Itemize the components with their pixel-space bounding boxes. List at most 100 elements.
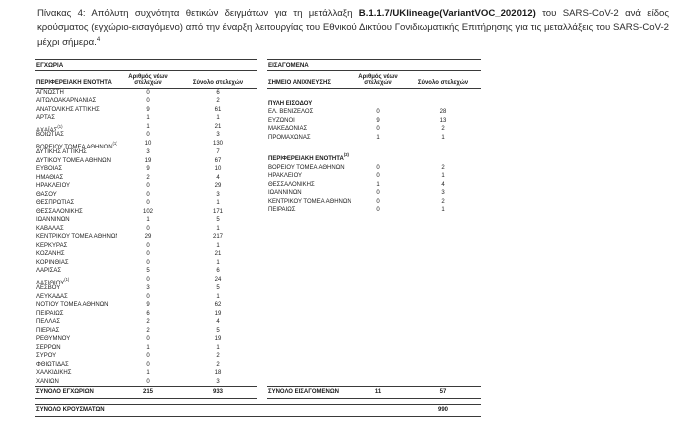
row-total-count: 21 [214, 251, 222, 258]
row-detection-point: ΙΩΑΝΝΙΝΩΝ [268, 190, 302, 197]
row-new-count: 1 [376, 181, 380, 188]
row-new-count: 9 [376, 117, 380, 124]
row-region-name: ΠΕΙΡΑΙΩΣ [36, 310, 64, 317]
row-total-count: 2 [441, 164, 445, 171]
row-total-count: 4 [216, 174, 220, 181]
imported-totals-row: ΣΥΝΟΛΟ ΕΙΣΑΓΟΜΕΝΩΝ 11 57 [267, 386, 481, 400]
row-total-count: 61 [214, 106, 222, 113]
row-new-count: 0 [146, 259, 150, 266]
row-total-count: 1 [216, 115, 220, 122]
table-row: ΣΕΡΡΩΝ 1 1 [35, 344, 257, 353]
row-region-name: ΔΥΤΙΚΗΣ ΑΤΤΙΚΗΣ [36, 149, 87, 156]
row-region-name: ΕΥΒΟΙΑΣ [36, 166, 63, 173]
row-new-count: 0 [146, 89, 150, 96]
row-region-name: ΔΥΤΙΚΟΥ ΤΟΜΕΑ ΑΘΗΝΩΝ [36, 157, 111, 164]
row-new-count: 0 [376, 109, 380, 116]
row-total-count: 3 [216, 378, 220, 385]
row-total-count: 2 [441, 126, 445, 133]
row-region-name: ΚΕΡΚΥΡΑΣ [36, 242, 68, 249]
table-row: ΙΩΑΝΝΙΝΩΝ 0 3 [267, 189, 481, 198]
row-detection-point: ΠΡΟΜΑΧΩΝΑΣ [268, 134, 311, 141]
table-row: ΒΟΙΩΤΙΑΣ 0 3 [35, 131, 257, 140]
table-row: ΒΟΡΕΙΟΥ ΤΟΜΕΑ ΑΘΗΝΩΝ(1) 10 130 [35, 140, 257, 149]
row-total-count: 4 [441, 181, 445, 188]
row-new-count: 1 [376, 134, 380, 141]
domestic-col-name: ΠΕΡΙΦΕΡΕΙΑΚΗ ΕΝΟΤΗΤΑ [36, 80, 112, 87]
table-row: ΠΡΟΜΑΧΩΝΑΣ 1 1 [267, 134, 481, 143]
row-total-count: 18 [214, 370, 222, 377]
row-new-count: 3 [146, 149, 150, 156]
row-region-name: ΑΓΝΩΣΤΗ [36, 89, 64, 96]
table-row: ΛΕΥΚΑΔΑΣ 0 1 [35, 293, 257, 302]
imported-column-header: ΣΗΜΕΙΟ ΑΝΙΧΝΕΥΣΗΣ Αριθμός νέων στελεχών … [267, 71, 481, 89]
table-row: ΕΥΖΩΝΟΙ 9 13 [267, 117, 481, 126]
table-row: ΧΑΛΚΙΔΙΚΗΣ 1 18 [35, 369, 257, 378]
row-new-count: 3 [146, 285, 150, 292]
row-total-count: 3 [216, 191, 220, 198]
row-total-count: 28 [439, 109, 447, 116]
row-new-count: 0 [146, 191, 150, 198]
table-row: ΑΝΑΤΟΛΙΚΗΣ ΑΤΤΙΚΗΣ 9 61 [35, 106, 257, 115]
grand-total-value: 990 [437, 407, 448, 414]
footnote-marker: (1) [64, 276, 70, 282]
row-total-count: 10 [214, 166, 222, 173]
row-region-name: ΑΙΤΩΛΟΑΚΑΡΝΑΝΙΑΣ [36, 98, 97, 105]
table-row: ΛΑΣΙΘΙΟΥ(1) 0 24 [35, 276, 257, 285]
row-detection-point: ΕΥΖΩΝΟΙ [268, 117, 295, 124]
table-row: ΡΕΘΥΜΝΟΥ 0 19 [35, 335, 257, 344]
row-detection-point: ΜΑΚΕΔΟΝΙΑΣ [268, 126, 308, 133]
row-new-count: 0 [146, 251, 150, 258]
row-detection-point: ΒΟΡΕΙΟΥ ΤΟΜΕΑ ΑΘΗΝΩΝ [268, 164, 345, 171]
row-total-count: 3 [441, 190, 445, 197]
row-region-name: ΚΑΒΑΛΑΣ [36, 225, 64, 232]
row-total-count: 24 [214, 276, 222, 283]
row-total-count: 2 [441, 198, 445, 205]
regional-unit-rows: ΒΟΡΕΙΟΥ ΤΟΜΕΑ ΑΘΗΝΩΝ 0 2 ΗΡΑΚΛΕΙΟΥ 0 1 Θ… [267, 164, 481, 215]
row-new-count: 1 [146, 123, 150, 130]
row-total-count: 13 [439, 117, 447, 124]
table-row: ΘΑΣΟΥ 0 3 [35, 191, 257, 200]
row-total-count: 171 [212, 208, 223, 215]
table-row: ΘΕΣΣΑΛΟΝΙΚΗΣ 102 171 [35, 208, 257, 217]
table-row: ΠΕΙΡΑΙΩΣ 0 1 [267, 206, 481, 215]
row-region-name: ΗΡΑΚΛΕΙΟΥ [36, 183, 71, 190]
row-detection-point: ΠΕΙΡΑΙΩΣ [268, 207, 296, 214]
row-new-count: 0 [146, 361, 150, 368]
row-detection-point: ΚΕΝΤΡΙΚΟΥ ΤΟΜΕΑ ΑΘΗΝΩΝ [268, 198, 351, 205]
row-total-count: 2 [216, 353, 220, 360]
row-region-name: ΡΕΘΥΜΝΟΥ [36, 336, 71, 343]
row-total-count: 1 [216, 344, 220, 351]
row-new-count: 102 [142, 208, 153, 215]
row-new-count: 1 [146, 370, 150, 377]
row-new-count: 0 [146, 98, 150, 105]
row-new-count: 0 [376, 198, 380, 205]
row-new-count: 5 [146, 268, 150, 275]
group-label-entry-point: ΠΥΛΗ ΕΙΣΟΔΟΥ [268, 100, 313, 107]
row-new-count: 9 [146, 166, 150, 173]
row-detection-point: ΕΛ. ΒΕΝΙΖΕΛΟΣ [268, 109, 314, 116]
row-total-count: 130 [212, 140, 223, 147]
row-total-count: 19 [214, 336, 222, 343]
table-row: ΛΕΣΒΟΥ 3 5 [35, 284, 257, 293]
imported-col-name: ΣΗΜΕΙΟ ΑΝΙΧΝΕΥΣΗΣ [268, 80, 331, 87]
row-total-count: 1 [441, 134, 445, 141]
domestic-totals-total: 933 [212, 389, 223, 396]
row-total-count: 21 [214, 123, 222, 130]
imported-col-total: Σύνολο στελεχών [417, 80, 469, 87]
domestic-section-title: ΕΓΧΩΡΙΑ [35, 58, 257, 71]
table-row: ΘΕΣΣΑΛΟΝΙΚΗΣ 1 4 [267, 181, 481, 190]
domestic-rows: ΑΓΝΩΣΤΗ 0 6 ΑΙΤΩΛΟΑΚΑΡΝΑΝΙΑΣ 0 2 ΑΝΑΤΟΛΙ… [35, 89, 257, 387]
table-row: ΠΕΛΛΑΣ 2 4 [35, 318, 257, 327]
row-total-count: 217 [212, 234, 223, 241]
row-region-name: ΠΙΕΡΙΑΣ [36, 327, 60, 334]
row-new-count: 0 [146, 225, 150, 232]
row-new-count: 1 [146, 217, 150, 224]
table-row: ΜΑΚΕΔΟΝΙΑΣ 0 2 [267, 125, 481, 134]
table-row: ΚΕΝΤΡΙΚΟΥ ΤΟΜΕΑ ΑΘΗΝΩΝ 0 2 [267, 198, 481, 207]
table-row: ΝΟΤΙΟΥ ΤΟΜΕΑ ΑΘΗΝΩΝ 9 62 [35, 301, 257, 310]
domestic-column-header: ΠΕΡΙΦΕΡΕΙΑΚΗ ΕΝΟΤΗΤΑ Αριθμός νέων στελεχ… [35, 71, 257, 89]
row-total-count: 3 [216, 132, 220, 139]
row-new-count: 0 [146, 353, 150, 360]
table-row: ΘΕΣΠΡΩΤΙΑΣ 0 1 [35, 199, 257, 208]
row-total-count: 19 [214, 310, 222, 317]
